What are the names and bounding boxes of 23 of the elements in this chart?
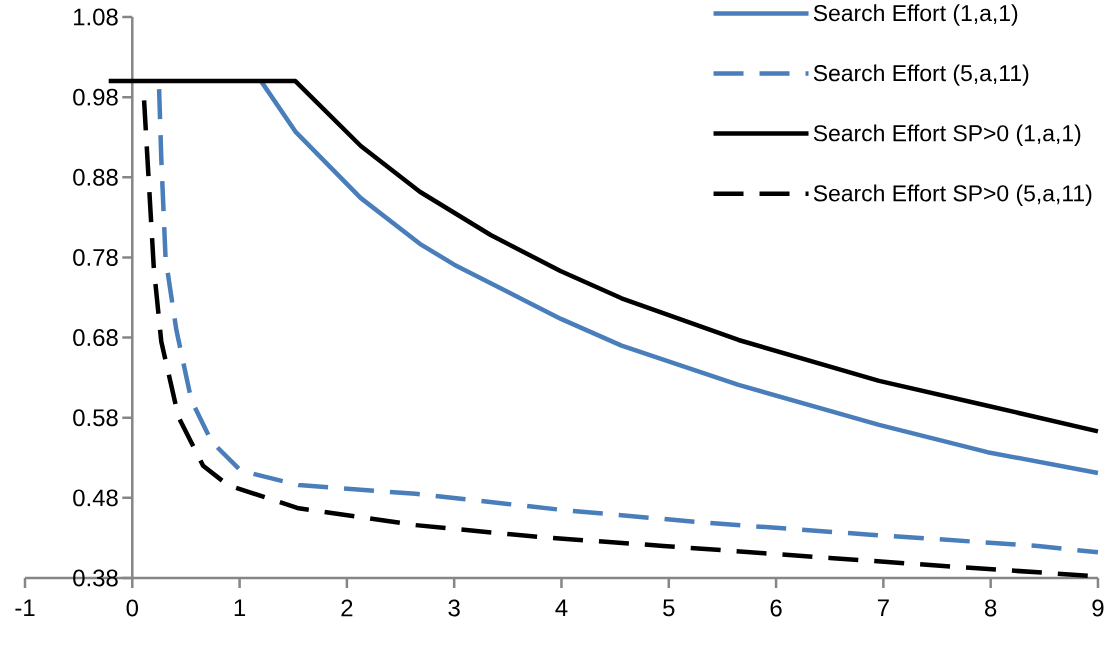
- y-tick-label: 0.38: [73, 569, 118, 587]
- y-tick-label: 0.68: [73, 329, 118, 347]
- x-tick-label: 6: [770, 599, 782, 617]
- y-tick-label: 0.98: [73, 88, 118, 106]
- x-tick-label: 4: [555, 599, 568, 616]
- x-tick-label: 9: [1092, 599, 1104, 617]
- y-tick-label: 0.58: [73, 409, 118, 427]
- y-tick-label: 0.48: [73, 489, 118, 507]
- x-tick-label: 3: [448, 599, 460, 617]
- y-tick-label: 0.88: [73, 168, 118, 186]
- x-tick-label: 7: [877, 599, 889, 616]
- x-tick-label: 0: [126, 599, 139, 617]
- x-tick-label: -1: [15, 599, 35, 616]
- legend-label: Search Effort SP>0 (5,a,11): [813, 184, 1092, 206]
- x-tick-label: 1: [234, 599, 246, 616]
- x-tick-label: 8: [985, 599, 997, 617]
- y-tick-label: 0.78: [73, 248, 118, 266]
- legend-label: Search Effort (1,a,1): [813, 4, 1018, 26]
- x-tick-label: 5: [663, 599, 675, 617]
- x-tick-label: 2: [341, 599, 353, 617]
- legend-label: Search Effort SP>0 (1,a,1): [813, 124, 1081, 146]
- legend-label: Search Effort (5,a,11): [813, 64, 1029, 86]
- y-tick-label: 1.08: [74, 8, 118, 26]
